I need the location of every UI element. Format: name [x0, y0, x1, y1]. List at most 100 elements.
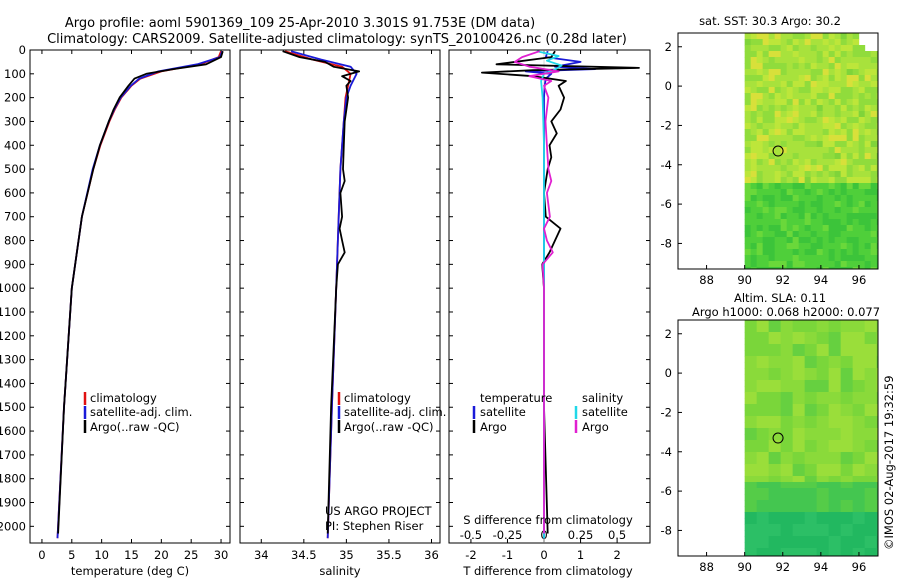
map-cell [822, 141, 830, 148]
map-cell [750, 458, 758, 465]
map-cell [798, 153, 806, 160]
map-cell [822, 123, 830, 130]
map-cell [756, 428, 764, 435]
map-cell [834, 201, 842, 208]
map-cell [798, 183, 806, 190]
map-cell [804, 171, 812, 178]
map-cell [840, 129, 848, 136]
map-cell [774, 380, 782, 387]
map-cell [876, 404, 878, 411]
map-cell [768, 225, 776, 232]
map-cell [804, 554, 812, 556]
map-cell [858, 249, 866, 256]
map-cell [870, 326, 878, 333]
map-cell [840, 410, 848, 417]
map-cell [762, 362, 770, 369]
map-cell [774, 332, 782, 339]
map-cell [744, 171, 752, 178]
map-cell [852, 231, 860, 238]
map-cell [774, 506, 782, 513]
map-cell [798, 219, 806, 226]
map-cell [762, 243, 770, 250]
map-cell [876, 500, 878, 507]
map-cell [762, 422, 770, 429]
map-cell [840, 380, 848, 387]
map-cell [750, 494, 758, 501]
map-cell [840, 165, 848, 172]
map-cell [750, 482, 758, 489]
map-cell [774, 225, 782, 232]
map-cell [792, 398, 800, 405]
map-cell [834, 536, 842, 543]
map-cell [858, 446, 866, 453]
map-cell [858, 243, 866, 250]
map-cell [810, 464, 818, 471]
map-cell [804, 440, 812, 447]
map-cell [840, 57, 848, 64]
map-cell [864, 51, 872, 58]
map-cell [810, 111, 818, 118]
map-cell [810, 201, 818, 208]
map-cell [780, 524, 788, 531]
map-cell [846, 344, 854, 351]
map-cell [816, 195, 824, 202]
map-cell [858, 195, 866, 202]
map-cell [822, 147, 830, 154]
map-cell [792, 494, 800, 501]
map-cell [834, 428, 842, 435]
map-cell [864, 267, 872, 269]
map-cell [822, 69, 830, 76]
map-cell [846, 440, 854, 447]
map-cell [828, 213, 836, 220]
map-cell [750, 542, 758, 549]
map-cell [816, 213, 824, 220]
map-cell [876, 159, 878, 166]
map-cell [858, 542, 866, 549]
map-cell [762, 344, 770, 351]
map-cell [750, 171, 758, 178]
map-cell [870, 93, 878, 100]
map-cell [810, 63, 818, 70]
map-cell [744, 51, 752, 58]
map-cell [750, 392, 758, 399]
map-cell [828, 476, 836, 483]
map-cell [780, 446, 788, 453]
map-cell [828, 494, 836, 501]
map-cell [840, 75, 848, 82]
map-cell [750, 141, 758, 148]
map-cell [768, 261, 776, 268]
map-cell [792, 141, 800, 148]
map-cell [768, 207, 776, 214]
map-cell [816, 111, 824, 118]
map-cell [750, 530, 758, 537]
map-cell [786, 123, 794, 130]
map-cell [846, 524, 854, 531]
map-cell [864, 183, 872, 190]
map-cell [786, 350, 794, 357]
map-cell [852, 243, 860, 250]
map-cell [744, 33, 752, 40]
map-cell [786, 45, 794, 52]
map-cell [870, 398, 878, 405]
map-cell [864, 434, 872, 441]
map-cell [744, 75, 752, 82]
map-cell [768, 75, 776, 82]
map-cell [810, 554, 818, 556]
map-cell [762, 530, 770, 537]
map-cell [780, 129, 788, 136]
map-cell [774, 458, 782, 465]
map-cell [762, 434, 770, 441]
map-cell [780, 135, 788, 142]
map-cell [876, 524, 878, 531]
map-cell [834, 542, 842, 549]
map-cell [846, 183, 854, 190]
map-cell [810, 39, 818, 46]
map-cell [798, 39, 806, 46]
map-cell [846, 159, 854, 166]
map-cell [834, 374, 842, 381]
map-cell [762, 63, 770, 70]
map-cell [876, 195, 878, 202]
map-cell [834, 422, 842, 429]
map-cell [786, 249, 794, 256]
map-cell [750, 117, 758, 124]
